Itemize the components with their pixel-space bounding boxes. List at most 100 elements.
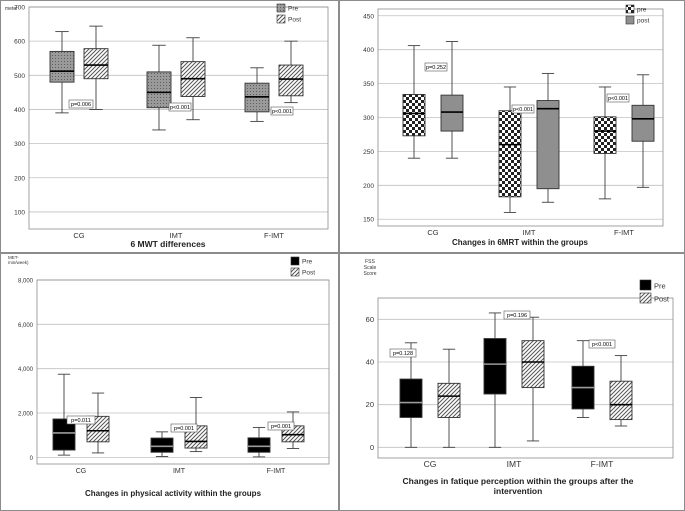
x-tick-label: IMT: [523, 228, 536, 237]
box-pre-f-imt: [593, 86, 617, 200]
legend-label: Pre: [288, 6, 299, 13]
y-tick-label: 0: [370, 443, 374, 452]
x-tick-label: CG: [73, 231, 84, 240]
box-post-f-imt: [631, 74, 655, 188]
box-pre-imt: [146, 44, 172, 131]
x-tick-label: F-IMT: [591, 459, 614, 469]
box-iqr: [483, 338, 507, 395]
p-value-box: [606, 93, 630, 103]
p-value-label: p=0.006: [71, 102, 91, 108]
box-post-imt: [180, 37, 206, 121]
p-value-label: p=0.011: [71, 418, 91, 424]
x-tick-label: IMT: [507, 459, 522, 469]
y-axis-label: MET-: [8, 255, 19, 260]
box-iqr: [278, 64, 304, 97]
y-tick-label: 400: [14, 107, 25, 114]
box-post-imt: [521, 316, 545, 442]
y-tick-label: 6,000: [18, 323, 34, 329]
y-tick-label: 300: [14, 141, 25, 148]
y-tick-label: 450: [363, 13, 374, 20]
y-tick-label: 400: [363, 47, 374, 54]
y-tick-label: 20: [366, 400, 374, 409]
plot-frame: [377, 297, 674, 459]
x-tick-label: IMT: [170, 231, 183, 240]
y-tick-label: 4,000: [18, 367, 34, 373]
box-post-cg: [83, 25, 109, 110]
x-tick-label: IMT: [173, 468, 186, 475]
chart-title: Changes in 6MRT within the groups: [452, 238, 589, 247]
box-iqr: [631, 104, 655, 142]
p-value-box: [503, 310, 531, 320]
box-post-f-imt: [278, 40, 304, 104]
legend-label: post: [637, 18, 649, 25]
y-tick-label: 300: [363, 115, 374, 122]
box-pre-cg: [52, 373, 76, 456]
y-tick-label: 2,000: [18, 412, 34, 418]
chart-title: 6 MWT differences: [130, 239, 205, 249]
p-value-label: p=0.001: [271, 424, 291, 430]
y-tick-label: 700: [14, 5, 25, 12]
box-iqr: [52, 418, 76, 451]
svg-text:Score: Score: [363, 271, 376, 277]
x-tick-label: CG: [427, 228, 438, 237]
box-post-cg: [437, 348, 461, 448]
y-tick-label: 40: [366, 358, 374, 367]
x-tick-label: CG: [76, 468, 87, 475]
legend-label: Post: [288, 17, 301, 24]
y-tick-label: 600: [14, 39, 25, 46]
p-value-box: [270, 106, 294, 116]
p-value-box: [511, 104, 535, 114]
plot-frame: [377, 8, 664, 227]
box-iqr: [150, 437, 174, 453]
y-tick-label: 200: [363, 183, 374, 190]
box-iqr: [440, 94, 464, 132]
plot-frame: [28, 6, 329, 230]
p-value-box: [170, 423, 198, 433]
legend-label: pre: [637, 7, 647, 14]
p-value-label: p=0.128: [393, 351, 413, 357]
svg-text:Scale: Scale: [364, 265, 377, 271]
box-iqr: [593, 116, 617, 154]
box-pre-imt: [483, 312, 507, 448]
box-iqr: [49, 50, 75, 83]
legend-swatch-pre: [639, 279, 652, 291]
box-pre-cg: [402, 45, 426, 159]
chart-physical-activity: 0 2,000 4,000 6,000 8,000 MET-min/week) CG IMT F…: [8, 255, 330, 498]
y-axis-label: FSS: [365, 259, 375, 265]
box-pre-f-imt: [247, 426, 271, 458]
box-pre-f-imt: [244, 67, 270, 122]
legend-label: Post: [654, 295, 670, 304]
p-value-label: p<0.001: [608, 96, 628, 102]
x-tick-label: F-IMT: [264, 231, 284, 240]
legend-label: Post: [302, 270, 315, 277]
box-iqr: [536, 100, 560, 190]
panel-physical-activity: 0 2,000 4,000 6,000 8,000 MET-min/week) CG IMT F…: [0, 253, 339, 511]
box-pre-cg: [399, 342, 423, 448]
p-value-box: [68, 99, 94, 109]
legend-swatch-pre: [290, 256, 300, 266]
panel-6mrt: 150 200 250 300 350 400 450 CG IMT F-IMT p=0.252 p<…: [339, 0, 685, 253]
p-value-box: [424, 62, 448, 72]
p-value-box: [267, 421, 295, 431]
plot-frame: [36, 279, 330, 465]
p-value-label: p=0.196: [507, 313, 527, 319]
chart-title: Changes in fatique perception within the…: [403, 476, 634, 496]
box-pre-cg: [49, 31, 75, 114]
y-tick-label: 100: [14, 209, 25, 216]
box-iqr: [402, 93, 426, 137]
p-value-box: [588, 339, 616, 349]
box-pre-imt: [498, 86, 522, 213]
panel-6mwt: 100 200 300 400 500 600 700 meter CG IMT F-IMT p=0.…: [0, 0, 339, 253]
legend-swatch-post: [290, 267, 300, 277]
y-tick-label: 350: [363, 81, 374, 88]
svg-text:min/week): min/week): [8, 260, 29, 265]
x-tick-label: CG: [424, 459, 437, 469]
box-pre-imt: [150, 431, 174, 457]
p-value-label: p<0.001: [272, 109, 292, 115]
chart-title: Changes in physical activity within the …: [85, 489, 262, 498]
chart-6mrt: 150 200 250 300 350 400 450 CG IMT F-IMT p=0.252 p<…: [363, 4, 664, 247]
box-post-f-imt: [609, 355, 633, 427]
box-post-cg: [440, 41, 464, 159]
